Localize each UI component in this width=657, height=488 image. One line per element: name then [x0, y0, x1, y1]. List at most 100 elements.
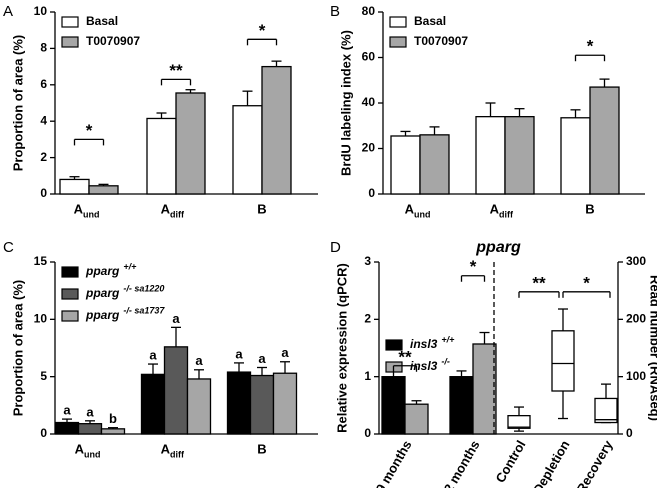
- legend-swatch: [385, 339, 403, 351]
- sig-label: **: [169, 61, 183, 80]
- legend-superscript: -/- sa1220: [123, 283, 164, 293]
- x-tick-subscript: diff: [499, 209, 514, 219]
- bar: [449, 376, 474, 435]
- legend-label: T0070907: [414, 34, 468, 48]
- y-tick-label: 40: [362, 95, 376, 109]
- x-tick-label: A: [161, 441, 171, 456]
- box: [594, 397, 618, 424]
- bar: [163, 346, 189, 435]
- x-tick-label: B: [257, 441, 266, 456]
- sig-label: *: [259, 21, 266, 40]
- legend-label: insl3: [410, 337, 438, 351]
- legend-superscript: +/+: [441, 334, 455, 344]
- sig-label: *: [587, 37, 594, 56]
- legend-label: pparg: [85, 308, 120, 322]
- y-tick-label: 15: [34, 254, 48, 268]
- y-axis-label: BrdU labeling index (%): [338, 30, 353, 176]
- legend-label: T0070907: [86, 34, 140, 48]
- legend-swatch: [61, 36, 79, 48]
- x-tick-label: A: [74, 201, 84, 216]
- y-tick-label: 3: [364, 254, 371, 268]
- y-tick-label: 10: [34, 4, 48, 18]
- legend-superscript: +/+: [123, 261, 137, 271]
- bar: [472, 343, 497, 435]
- group-letter: a: [258, 351, 266, 366]
- x-tick-subscript: diff: [170, 449, 185, 459]
- sig-label: **: [398, 347, 412, 366]
- panel-label: B: [330, 3, 340, 20]
- bar: [272, 372, 298, 435]
- y-tick-label: 6: [40, 77, 47, 91]
- bar: [140, 373, 166, 435]
- bar: [186, 378, 212, 435]
- x-tick-label: Control: [492, 438, 528, 486]
- y-tick-label: 5: [40, 369, 47, 383]
- bar: [54, 421, 80, 435]
- bar: [475, 116, 506, 195]
- legend-label: Basal: [414, 14, 446, 28]
- bar: [146, 117, 177, 195]
- legend-swatch: [61, 288, 79, 300]
- legend-swatch: [61, 310, 79, 322]
- y-tick-label: 8: [40, 41, 47, 55]
- group-letter: b: [109, 411, 117, 426]
- y-tick-label: 0: [40, 186, 47, 200]
- y-tick-label: 0: [368, 186, 375, 200]
- bar: [589, 86, 620, 195]
- legend-label: Basal: [86, 14, 118, 28]
- bar: [100, 428, 126, 435]
- group-letter: a: [195, 353, 203, 368]
- panel-label: C: [3, 239, 14, 256]
- x-tick-label: Recovery: [573, 437, 616, 488]
- bar: [226, 371, 252, 435]
- legend-superscript: -/- sa1737: [123, 305, 165, 315]
- y-tick-label: 4: [40, 113, 47, 127]
- x-tick-subscript: und: [84, 449, 101, 459]
- bar: [77, 423, 103, 435]
- bar: [504, 116, 535, 195]
- group-letter: a: [235, 346, 243, 361]
- group-letter: a: [149, 347, 157, 362]
- sig-label: *: [583, 273, 590, 292]
- y-tick-label: 80: [362, 4, 376, 18]
- x-tick-label: 12 months: [437, 438, 482, 488]
- y-axis-label: Relative expression (qPCR): [334, 263, 349, 433]
- bar: [390, 135, 421, 195]
- x-tick-label: B: [257, 201, 266, 216]
- bar: [88, 185, 119, 195]
- y-tick-label: 60: [362, 50, 376, 64]
- bar: [261, 65, 292, 195]
- panel-label: D: [330, 239, 341, 256]
- legend-superscript: -/-: [441, 356, 450, 366]
- y-tick-label: 10: [34, 312, 48, 326]
- x-tick-label: 9 months: [373, 438, 415, 488]
- sig-label: **: [532, 273, 546, 292]
- panel-label: A: [3, 3, 13, 20]
- y-tick-label: 0: [40, 426, 47, 440]
- y2-tick-label: 100: [626, 369, 646, 383]
- bar: [249, 374, 275, 435]
- y2-tick-label: 200: [626, 312, 646, 326]
- box: [507, 415, 531, 429]
- x-tick-label: A: [75, 441, 85, 456]
- sig-label: *: [470, 257, 477, 276]
- bar: [59, 178, 90, 195]
- y-tick-label: 1: [364, 369, 371, 383]
- bar: [381, 376, 406, 435]
- y2-tick-label: 300: [626, 254, 646, 268]
- y-axis-label: Proportion of area (%): [10, 280, 25, 417]
- y-tick-label: 0: [364, 426, 371, 440]
- chart-title: pparg: [475, 239, 521, 256]
- bar: [232, 105, 263, 195]
- x-tick-label: A: [490, 201, 500, 216]
- x-tick-label: A: [405, 201, 415, 216]
- bar: [404, 403, 429, 435]
- x-tick-label: B: [585, 201, 594, 216]
- x-tick-subscript: diff: [170, 209, 185, 219]
- bar: [175, 92, 206, 195]
- y-tick-label: 2: [40, 150, 47, 164]
- y-tick-label: 2: [364, 312, 371, 326]
- legend-swatch: [61, 16, 79, 28]
- y2-axis-label: Read number (RNAseq): [648, 275, 657, 421]
